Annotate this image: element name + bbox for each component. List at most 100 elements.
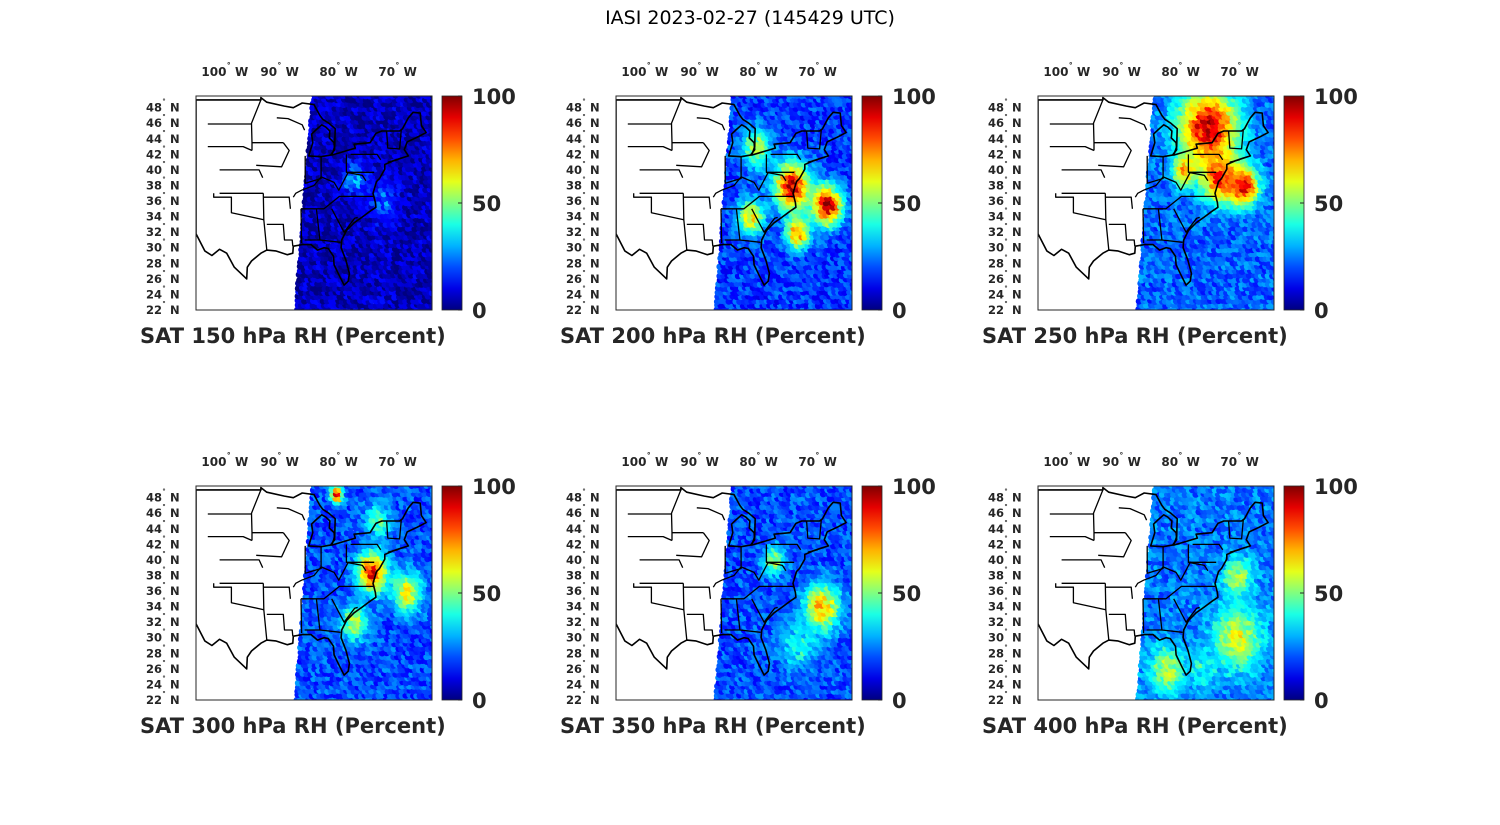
rh-point <box>851 175 852 179</box>
latitude-label: 40˚ N <box>146 160 180 177</box>
state-border <box>724 155 742 184</box>
rh-point <box>398 310 405 317</box>
rh-point <box>719 309 722 310</box>
latitude-label: 36˚ N <box>566 191 600 208</box>
longitude-label: 70˚ W <box>378 62 416 79</box>
rh-point <box>342 311 349 318</box>
map-frame <box>195 95 433 311</box>
longitude-label: 80˚ W <box>319 62 357 79</box>
latitude-label: 48˚ N <box>146 98 180 115</box>
rh-point <box>749 272 756 279</box>
rh-point <box>393 309 396 310</box>
state-border <box>301 195 375 210</box>
colorbar-tick-label: 50 <box>472 192 501 216</box>
rh-point <box>754 311 761 318</box>
rh-point <box>421 309 425 310</box>
latitude-label: 42˚ N <box>146 144 180 161</box>
rh-point <box>773 310 780 317</box>
rh-point <box>1238 268 1246 275</box>
rh-point <box>1195 298 1202 305</box>
rh-point <box>1180 311 1187 318</box>
state-border <box>721 195 795 210</box>
rh-point <box>1143 311 1150 318</box>
rh-point <box>796 310 803 317</box>
rh-point <box>781 311 788 318</box>
state-border <box>696 117 726 131</box>
rh-point <box>1192 311 1199 318</box>
rh-point <box>1140 310 1147 317</box>
state-border <box>807 159 818 163</box>
state-border <box>682 193 688 251</box>
rh-point <box>376 311 383 318</box>
latitude-label: 40˚ N <box>566 160 600 177</box>
rh-point <box>730 96 737 99</box>
rh-point <box>1163 272 1171 280</box>
rh-point <box>1188 311 1195 318</box>
rh-point <box>848 310 855 317</box>
rh-point <box>334 311 341 318</box>
rh-point <box>1168 311 1175 318</box>
rh-point <box>807 311 814 318</box>
rh-point <box>841 311 848 318</box>
rh-point <box>413 311 420 318</box>
latitude-label: 24˚ N <box>146 284 180 301</box>
rh-point <box>1221 311 1228 318</box>
state-border <box>250 99 262 151</box>
state-border <box>331 208 358 233</box>
rh-point <box>1247 311 1254 318</box>
rh-point <box>1230 309 1233 310</box>
rh-point <box>312 311 319 318</box>
state-border <box>263 196 292 209</box>
state-border <box>292 171 349 198</box>
latitude-label: 28˚ N <box>566 253 600 270</box>
state-border <box>276 117 306 131</box>
rh-point <box>760 186 767 194</box>
rh-point <box>402 310 409 317</box>
rh-point <box>409 311 416 318</box>
rh-point <box>383 310 390 317</box>
rh-point <box>432 123 439 130</box>
rh-point <box>1210 310 1217 317</box>
rh-point <box>1250 310 1257 317</box>
state-border <box>639 169 684 178</box>
longitude-label: 100˚ W <box>621 62 668 79</box>
rh-point <box>331 310 338 317</box>
state-border <box>319 239 341 243</box>
rh-point <box>1243 311 1250 318</box>
rh-point <box>305 311 312 318</box>
coastline-and-borders <box>616 96 847 286</box>
state-border <box>770 153 802 161</box>
map-panel-200hpa: 100˚ W 90˚ W 80˚ W 70˚ W 48˚ N 46˚ N 44˚ N 42˚ N 40˚ N 38˚… <box>560 60 940 350</box>
rh-point <box>1173 310 1180 317</box>
rh-point <box>758 311 765 318</box>
state-border <box>346 171 367 182</box>
michigan-outline <box>307 124 336 158</box>
state-border <box>266 223 294 247</box>
rh-point <box>1233 310 1240 317</box>
rh-point <box>829 311 836 318</box>
rh-point <box>836 311 843 318</box>
rh-point <box>1203 310 1210 317</box>
state-border <box>670 99 682 151</box>
state-border <box>627 145 673 152</box>
rh-point <box>852 217 859 224</box>
rh-point <box>432 263 439 270</box>
rh-point <box>788 310 795 317</box>
rh-point <box>1269 229 1274 237</box>
colorbar-tick-label: 50 <box>892 192 921 216</box>
rh-point <box>849 281 852 288</box>
colorbar-tick-label: 0 <box>472 299 487 323</box>
state-border <box>751 208 778 233</box>
rh-point <box>1270 311 1277 318</box>
rh-map-250hpa: 100˚ W 90˚ W 80˚ W 70˚ W48˚ N46˚ N44˚ N42˚ N40˚ N38˚… <box>988 62 1358 323</box>
rh-point <box>846 191 852 199</box>
rh-point <box>1270 298 1274 305</box>
rh-observations <box>713 96 859 318</box>
rh-point <box>1235 225 1242 233</box>
coastline-and-borders <box>196 96 427 286</box>
rh-point <box>818 311 825 318</box>
rh-point <box>391 294 398 301</box>
rh-point <box>848 118 852 125</box>
rh-point <box>761 310 768 317</box>
map-panel-250hpa: 100˚ W 90˚ W 80˚ W 70˚ W 48˚ N 46˚ N 44˚ N 42˚ N 40˚ N 38˚… <box>982 60 1362 350</box>
